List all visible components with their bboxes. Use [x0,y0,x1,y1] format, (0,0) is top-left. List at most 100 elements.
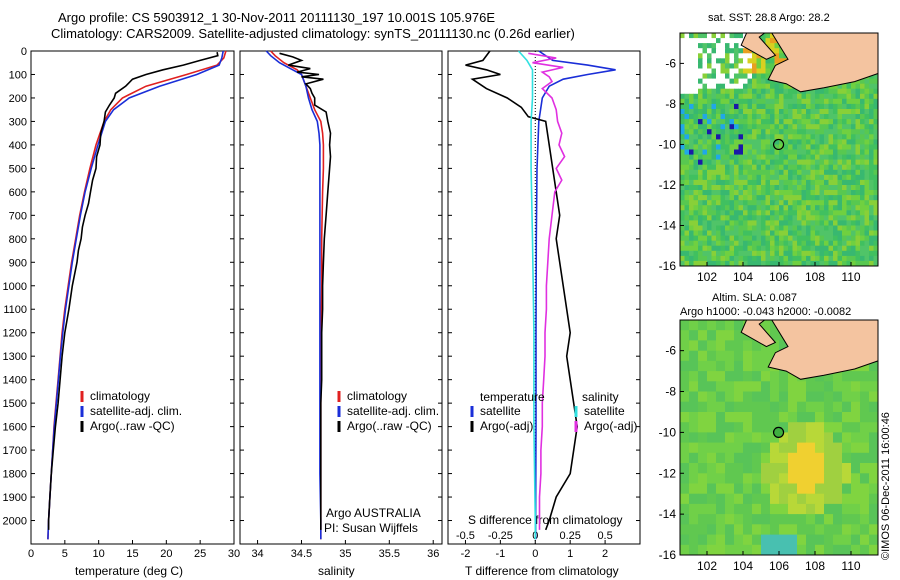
map-cell [815,220,820,226]
map-cell [689,534,699,546]
map-cell [693,38,699,44]
map-cell [702,250,708,257]
map-cell [711,83,717,90]
map-cell [806,88,811,95]
map-cell [684,220,690,226]
map-cell [873,114,879,120]
map-cell [716,78,721,85]
map-cell [788,235,793,242]
map-cell [860,534,870,546]
map-cell [725,401,735,413]
map-cell [815,149,820,156]
map-cell [792,255,798,262]
map-cell [860,195,865,201]
map-cell [752,381,762,392]
map-cell [797,144,802,150]
map-cell [873,98,879,105]
map-cell [720,88,726,95]
map-cell [788,422,798,433]
argo-pi: PI: Susan Wijffels [324,521,418,535]
map-cell [801,103,807,110]
map-cell [779,195,784,201]
map-cell [869,174,874,181]
map-cell [725,503,735,515]
map-cell [806,452,816,464]
map-cell [837,235,843,242]
map-cell [770,432,780,444]
map-cell [716,68,721,75]
map-cell [747,185,753,191]
salinity-xlabel: salinity [318,564,355,578]
map-cell [725,350,735,362]
map-cell [797,391,807,403]
map-cell [810,174,816,181]
map-cell [761,210,766,216]
map-cell [716,185,721,191]
map-cell [761,33,766,39]
map-cell [864,139,870,145]
map-cell [716,179,721,186]
map-cell [783,174,789,181]
x-tick-label: 0 [532,548,538,560]
map-cell [788,179,793,186]
map-cell [693,78,699,85]
map-cell [846,159,852,166]
map-cell [833,93,838,100]
map-cell [801,225,807,232]
map-cell [761,215,766,221]
map-cell [734,103,739,110]
map-cell [819,119,825,125]
map-cell [729,93,735,100]
s-diff-tick-label: -0.25 [488,530,513,542]
map-cell [693,245,699,252]
map-cell [788,215,793,221]
map-cell [842,412,852,423]
map-cell [860,503,870,515]
map-cell [873,250,879,257]
map-cell [725,103,730,110]
map-cell [765,43,771,49]
map-cell [738,93,744,100]
map-cell [846,255,852,262]
map-cell [833,534,843,546]
map-cell [851,114,856,120]
map-cell [729,103,735,110]
map-cell [743,109,748,115]
map-cell [743,205,748,211]
map-cell [725,144,730,150]
map-cell [693,185,699,191]
map-cell [702,179,708,186]
map-cell [833,442,843,454]
map-cell [680,534,690,546]
map-cell [810,245,816,252]
map-cell [779,149,784,156]
map-cell [693,124,699,130]
map-cell [716,391,726,403]
map-cell [716,144,721,150]
map-cell [711,58,717,64]
map-cell [770,225,775,232]
map-cell [761,190,766,196]
map-cell [842,114,847,120]
map-cell [855,98,861,105]
map-cell [680,514,690,525]
map-cell [698,360,708,372]
map-cell [797,255,802,262]
map-cell [725,93,730,100]
map-cell [720,114,726,120]
map-cell [761,78,766,85]
map-cell [860,391,870,403]
map-cell [743,493,753,505]
map-cell [828,225,834,232]
map-cell [824,473,834,484]
map-cell [779,473,789,484]
map-cell [689,114,694,120]
map-cell [797,134,802,140]
map-cell [765,235,771,242]
map-cell [792,185,798,191]
map-cell [765,215,771,221]
map-cell [819,235,825,242]
map-cell [693,68,699,75]
map-cell [788,119,793,125]
map-cell [851,225,856,232]
